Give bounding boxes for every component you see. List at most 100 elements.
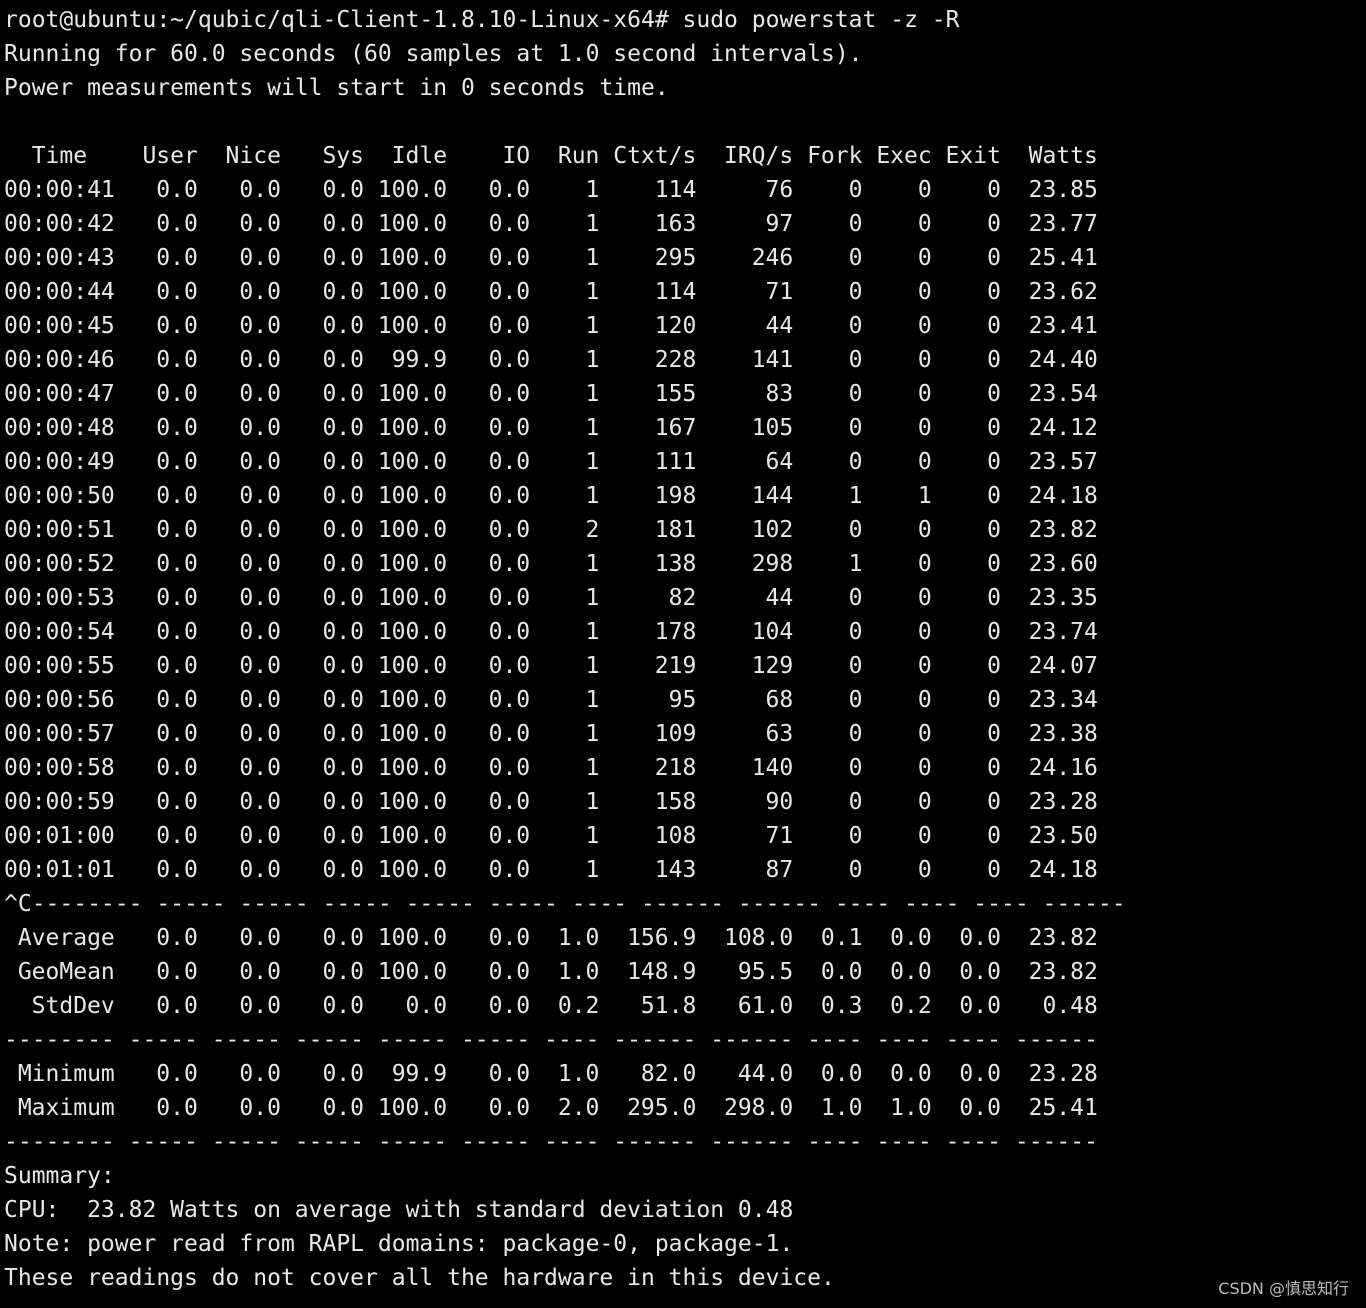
table-cell: 1.0 [890, 1095, 932, 1121]
table-cell: 0 [848, 279, 863, 305]
terminal-output[interactable]: root@ubuntu:~/qubic/qli-Client-1.8.10-Li… [4, 3, 1126, 1295]
table-cell: 0.0 [322, 1061, 364, 1087]
table-cell: 0.0 [488, 177, 531, 203]
table-cell: 63 [765, 721, 794, 747]
table-cell: 140 [751, 755, 794, 781]
table-cell: 0.0 [890, 959, 932, 985]
table-cell: 100.0 [377, 415, 448, 441]
table-cell: 44 [765, 585, 794, 611]
table-cell: 100.0 [377, 517, 448, 543]
table-cell: 100.0 [377, 721, 448, 747]
table-cell: 0.0 [488, 789, 531, 815]
table-row: 00:00:48 0.0 0.0 0.0 100.0 0.0 1 167 105 0 0 0 24.12 [4, 411, 1126, 445]
table-cell: Maximum [17, 1095, 115, 1121]
table-cell: 0.0 [322, 415, 364, 441]
table-cell: 298 [751, 551, 794, 577]
table-row: 00:01:01 0.0 0.0 0.0 100.0 0.0 1 143 87 0 0 0 24.18 [4, 853, 1126, 887]
table-cell: 1.0 [557, 1061, 600, 1087]
table-cell: 0.0 [156, 1061, 198, 1087]
table-cell: 0.0 [488, 313, 531, 339]
table-cell: 0.0 [820, 1061, 863, 1087]
table-cell: 105 [751, 415, 794, 441]
table-cell: 99.9 [391, 1061, 448, 1087]
table-cell: 156.9 [627, 925, 697, 951]
table-cell: 143 [654, 857, 697, 883]
table-cell: 0 [987, 415, 1001, 441]
table-cell: 23.34 [1028, 687, 1098, 713]
table-header: Time User Nice Sys Idle IO Run Ctxt/s IRQ/s Fork E… [4, 139, 1126, 173]
table-cell: 0 [848, 517, 863, 543]
table-cell: 0 [917, 721, 932, 747]
table-cell: 295.0 [627, 1095, 697, 1121]
table-cell: 0.0 [239, 347, 281, 373]
column-header: IO [502, 143, 531, 169]
table-cell: 114 [654, 279, 697, 305]
table-cell: 0.0 [156, 925, 198, 951]
summary-line: These readings do not cover all the hard… [4, 1265, 835, 1291]
table-cell: 0 [987, 721, 1001, 747]
table-cell: 0 [848, 177, 863, 203]
table-cell: 0.0 [322, 857, 364, 883]
table-cell: 100.0 [377, 755, 448, 781]
summary-line: CPU: 23.82 Watts on average with standar… [4, 1197, 794, 1223]
table-cell: 0.0 [156, 449, 198, 475]
table-cell: 0 [917, 245, 932, 271]
table-cell: 0 [917, 551, 932, 577]
table-cell: 0.0 [959, 993, 1001, 1019]
table-cell: 0.0 [322, 245, 364, 271]
table-cell: 0.0 [488, 1095, 531, 1121]
table-cell: 0.0 [322, 721, 364, 747]
table-cell: 104 [751, 619, 794, 645]
table-cell: 0.0 [890, 925, 932, 951]
table-cell: 00:00:54 [4, 619, 115, 645]
table-cell: 0.0 [959, 1061, 1001, 1087]
table-cell: 0 [987, 619, 1001, 645]
table-cell: 00:00:48 [4, 415, 115, 441]
table-cell: 00:00:53 [4, 585, 115, 611]
table-cell: 100.0 [377, 449, 448, 475]
table-cell: 23.41 [1028, 313, 1098, 339]
table-cell: 0.0 [322, 551, 364, 577]
table-cell: 0.0 [239, 585, 281, 611]
table-cell: 00:00:50 [4, 483, 115, 509]
table-cell: 0 [848, 245, 863, 271]
table-row: 00:00:52 0.0 0.0 0.0 100.0 0.0 1 138 298 1 0 0 23.60 [4, 547, 1126, 581]
table-row: 00:00:42 0.0 0.0 0.0 100.0 0.0 1 163 97 0 0 0 23.77 [4, 207, 1126, 241]
stats-row: Minimum 0.0 0.0 0.0 99.9 0.0 1.0 82.0 44.0 0.0 0.0… [4, 1057, 1126, 1091]
table-cell: 0 [917, 653, 932, 679]
table-cell: 0 [848, 823, 863, 849]
table-cell: 0.0 [322, 925, 364, 951]
table-cell: 1 [585, 619, 600, 645]
table-cell: 0.0 [322, 653, 364, 679]
table-cell: 0 [917, 347, 932, 373]
table-cell: 0.0 [156, 517, 198, 543]
table-cell: 0 [987, 347, 1001, 373]
table-row: 00:00:46 0.0 0.0 0.0 99.9 0.0 1 228 141 0 0 0 24.40 [4, 343, 1126, 377]
table-cell: 0 [917, 619, 932, 645]
table-cell: 167 [654, 415, 697, 441]
table-cell: 0.0 [156, 381, 198, 407]
table-cell: 1 [917, 483, 932, 509]
table-cell: 0.0 [239, 177, 281, 203]
table-cell: 0 [917, 279, 932, 305]
table-cell: 163 [654, 211, 697, 237]
table-cell: 0.2 [890, 993, 932, 1019]
table-cell: 0 [987, 245, 1001, 271]
table-cell: 0 [848, 313, 863, 339]
table-cell: 0 [987, 585, 1001, 611]
separator-line: -------- ----- ----- ----- ----- ----- -… [4, 1129, 1098, 1155]
table-cell: 0.0 [239, 789, 281, 815]
table-cell: 23.28 [1028, 1061, 1098, 1087]
table-cell: 23.85 [1028, 177, 1098, 203]
table-cell: 0.0 [488, 1061, 531, 1087]
table-cell: 0.0 [239, 279, 281, 305]
table-cell: 0.0 [156, 789, 198, 815]
table-cell: 0 [848, 585, 863, 611]
table-cell: 0.0 [488, 483, 531, 509]
table-cell: 61.0 [737, 993, 794, 1019]
table-cell: 0.0 [156, 857, 198, 883]
table-cell: 24.12 [1028, 415, 1098, 441]
table-cell: 0 [987, 551, 1001, 577]
table-cell: 0 [987, 483, 1001, 509]
command-prompt: root@ubuntu:~/qubic/qli-Client-1.8.10-Li… [4, 7, 960, 33]
